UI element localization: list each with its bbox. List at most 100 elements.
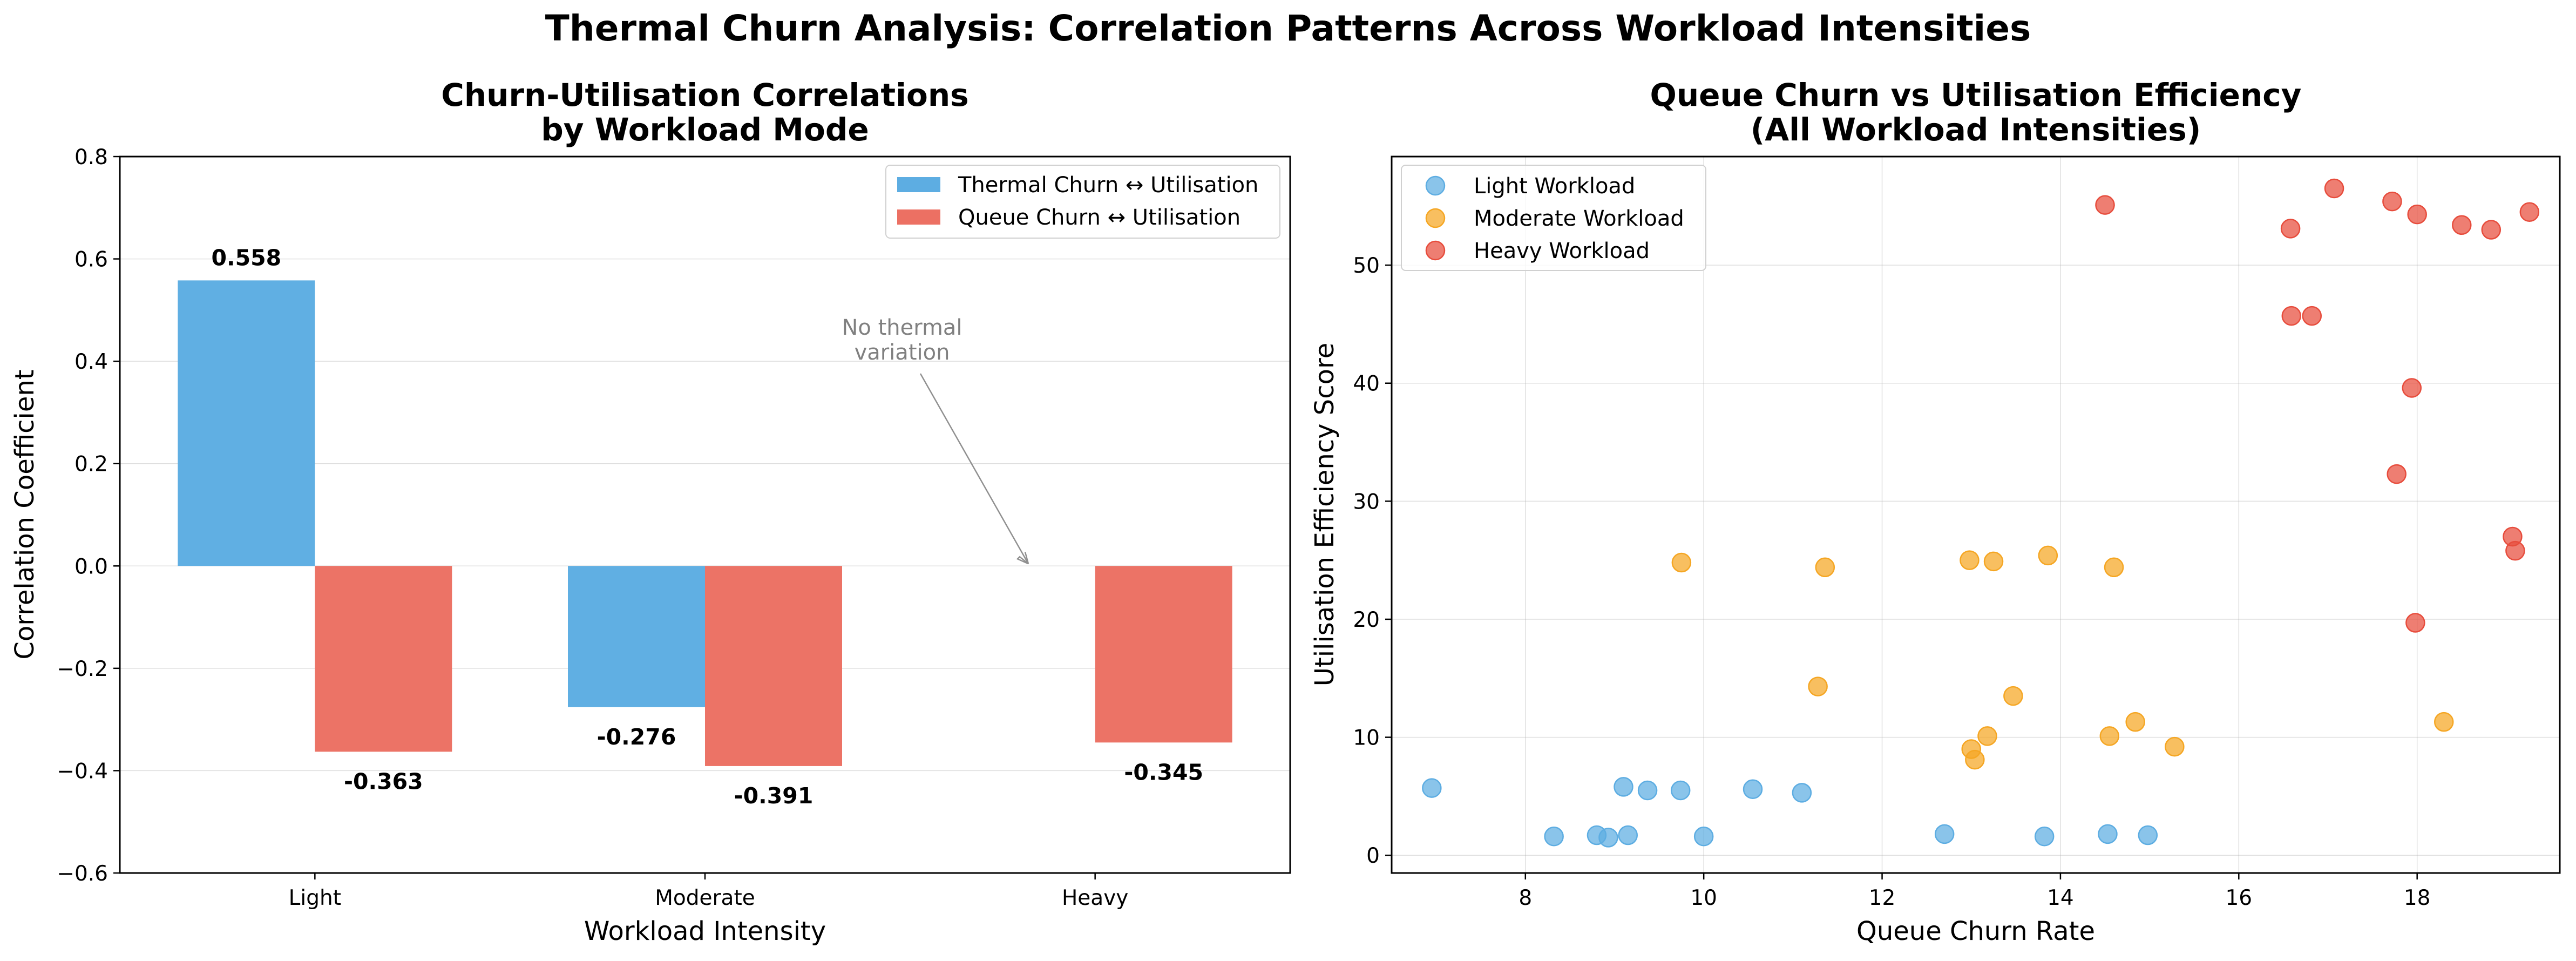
scatter-point-heavy	[2382, 191, 2402, 212]
legend-label-heavy: Heavy Workload	[1474, 239, 1650, 263]
bar-chart-y-tick-label: 0.2	[74, 452, 108, 477]
legend-label-thermal: Thermal Churn ↔ Utilisation	[958, 173, 1258, 198]
bar-chart-x-tick-label-moderate: Moderate	[655, 886, 755, 910]
scatter-chart-title-line-1: Queue Churn vs Utilisation Efficiency	[1650, 77, 2302, 113]
bar-chart-y-tick-label: −0.4	[57, 759, 108, 783]
bar-chart-y-tick-label: −0.2	[57, 657, 108, 681]
scatter-point-moderate	[2165, 736, 2185, 757]
legend-swatch-thermal	[897, 177, 940, 192]
scatter-point-heavy	[2519, 202, 2540, 222]
scatter-point-light	[2138, 825, 2158, 845]
scatter-point-moderate	[2434, 712, 2454, 732]
scatter-point-heavy	[2402, 378, 2422, 398]
scatter-chart-y-tick-label: 0	[1366, 844, 1380, 868]
bar-queue-moderate	[705, 566, 842, 766]
scatter-chart-x-tick-label: 14	[2047, 886, 2074, 910]
scatter-point-light	[1618, 825, 1638, 845]
bar-chart-title-line-1: Churn-Utilisation Correlations	[441, 77, 968, 113]
scatter-point-moderate	[1960, 550, 1980, 570]
scatter-point-moderate	[2038, 545, 2058, 566]
scatter-chart-y-axis-label: Utilisation Efficiency Score	[1310, 343, 1340, 687]
scatter-chart-legend: Light Workload Moderate Workload Heavy Wor…	[1401, 165, 1706, 271]
bar-thermal-moderate	[568, 566, 705, 707]
scatter-point-light	[2098, 824, 2118, 844]
bar-chart-y-tick-label: 0.8	[74, 145, 108, 170]
scatter-chart-y-tick-label: 10	[1353, 726, 1380, 750]
scatter-point-light	[1693, 826, 1714, 847]
scatter-point-light	[1422, 778, 1442, 798]
bar-value-label-queue-moderate: -0.391	[734, 783, 814, 809]
bar-chart-y-tick-label: −0.6	[57, 862, 108, 886]
scatter-point-heavy	[2407, 204, 2427, 225]
bar-value-label-thermal-light: 0.558	[211, 245, 281, 270]
bar-chart-y-tick-label: 0.0	[74, 554, 108, 579]
scatter-point-light	[1614, 777, 1633, 797]
scatter-point-moderate	[1983, 551, 2004, 572]
bar-chart-y-tick-label: 0.6	[74, 248, 108, 272]
scatter-point-light	[1934, 824, 1955, 844]
scatter-point-light	[1743, 779, 1763, 800]
bar-chart-panel: Churn-Utilisation Correlations by Worklo…	[10, 77, 1291, 946]
annotation-text-line-2: variation	[855, 340, 950, 365]
bar-chart-legend-box	[885, 165, 1280, 239]
scatter-point-heavy	[2302, 306, 2322, 326]
bar-value-label-queue-heavy: -0.345	[1124, 759, 1203, 785]
scatter-point-moderate	[1977, 726, 1997, 746]
scatter-point-light	[1598, 828, 1618, 848]
scatter-chart-x-tick-label: 18	[2404, 886, 2431, 910]
scatter-point-light	[1637, 780, 1658, 801]
bar-value-label-thermal-moderate: -0.276	[597, 724, 676, 750]
scatter-chart-y-tick-label: 20	[1353, 608, 1380, 632]
scatter-chart-panel: Queue Churn vs Utilisation Efficiency (A…	[1310, 77, 2561, 946]
bar-chart-x-tick-label-heavy: Heavy	[1062, 886, 1128, 910]
bar-chart-y-tick-label: 0.4	[74, 350, 108, 374]
bar-thermal-light	[178, 280, 315, 566]
annotation-arrow-head	[1016, 556, 1029, 565]
bar-queue-heavy	[1095, 566, 1232, 743]
scatter-point-heavy	[2281, 306, 2302, 326]
scatter-point-moderate	[2104, 557, 2124, 578]
scatter-chart-x-tick-label: 12	[1869, 886, 1896, 910]
bar-chart-legend: Thermal Churn ↔ Utilisation Queue Churn ↔…	[885, 165, 1280, 239]
scatter-point-heavy	[2405, 613, 2425, 633]
scatter-point-light	[1792, 783, 1812, 803]
bar-queue-light	[315, 566, 452, 752]
annotation-arrow-head-side	[1024, 551, 1029, 564]
legend-label-queue: Queue Churn ↔ Utilisation	[958, 205, 1240, 230]
scatter-chart-frame	[1391, 155, 2561, 874]
scatter-point-moderate	[2099, 726, 2120, 746]
scatter-chart-legend-box	[1401, 165, 1706, 271]
scatter-point-moderate	[2003, 686, 2023, 706]
scatter-point-moderate	[2125, 712, 2145, 732]
scatter-point-heavy	[2324, 178, 2344, 199]
figure-title: Thermal Churn Analysis: Correlation Patt…	[545, 8, 2031, 49]
scatter-chart-title-line-2: (All Workload Intensities)	[1751, 111, 2201, 148]
scatter-chart-y-tick-label: 30	[1353, 490, 1380, 514]
scatter-point-heavy	[2280, 219, 2301, 239]
scatter-chart-x-axis-label: Queue Churn Rate	[1856, 916, 2095, 946]
bar-chart-x-tick-label-light: Light	[289, 886, 341, 910]
scatter-point-moderate	[1671, 552, 1692, 573]
scatter-point-moderate	[1965, 749, 1985, 770]
bar-value-label-queue-light: -0.363	[344, 768, 423, 794]
scatter-point-heavy	[2095, 195, 2115, 215]
bar-chart-x-axis-label: Workload Intensity	[584, 916, 826, 946]
scatter-point-light	[2034, 826, 2055, 847]
scatter-point-heavy	[2387, 464, 2406, 484]
legend-marker-light	[1425, 175, 1446, 196]
bar-chart-title-line-2: by Workload Mode	[541, 111, 869, 148]
scatter-point-light	[1670, 780, 1691, 801]
scatter-chart-x-tick-label: 16	[2225, 886, 2252, 910]
scatter-chart-y-tick-label: 50	[1353, 254, 1380, 278]
legend-swatch-queue	[897, 209, 940, 225]
scatter-chart-x-tick-label: 8	[1519, 886, 1532, 910]
annotation-text-line-1: No thermal	[842, 315, 962, 340]
scatter-point-moderate	[1808, 676, 1828, 696]
scatter-chart-x-tick-label: 10	[1690, 886, 1717, 910]
scatter-point-heavy	[2452, 215, 2472, 235]
bar-chart-frame	[119, 155, 1291, 874]
annotation-arrow	[919, 373, 1029, 564]
scatter-point-light	[1544, 826, 1564, 847]
legend-label-moderate: Moderate Workload	[1474, 206, 1684, 231]
